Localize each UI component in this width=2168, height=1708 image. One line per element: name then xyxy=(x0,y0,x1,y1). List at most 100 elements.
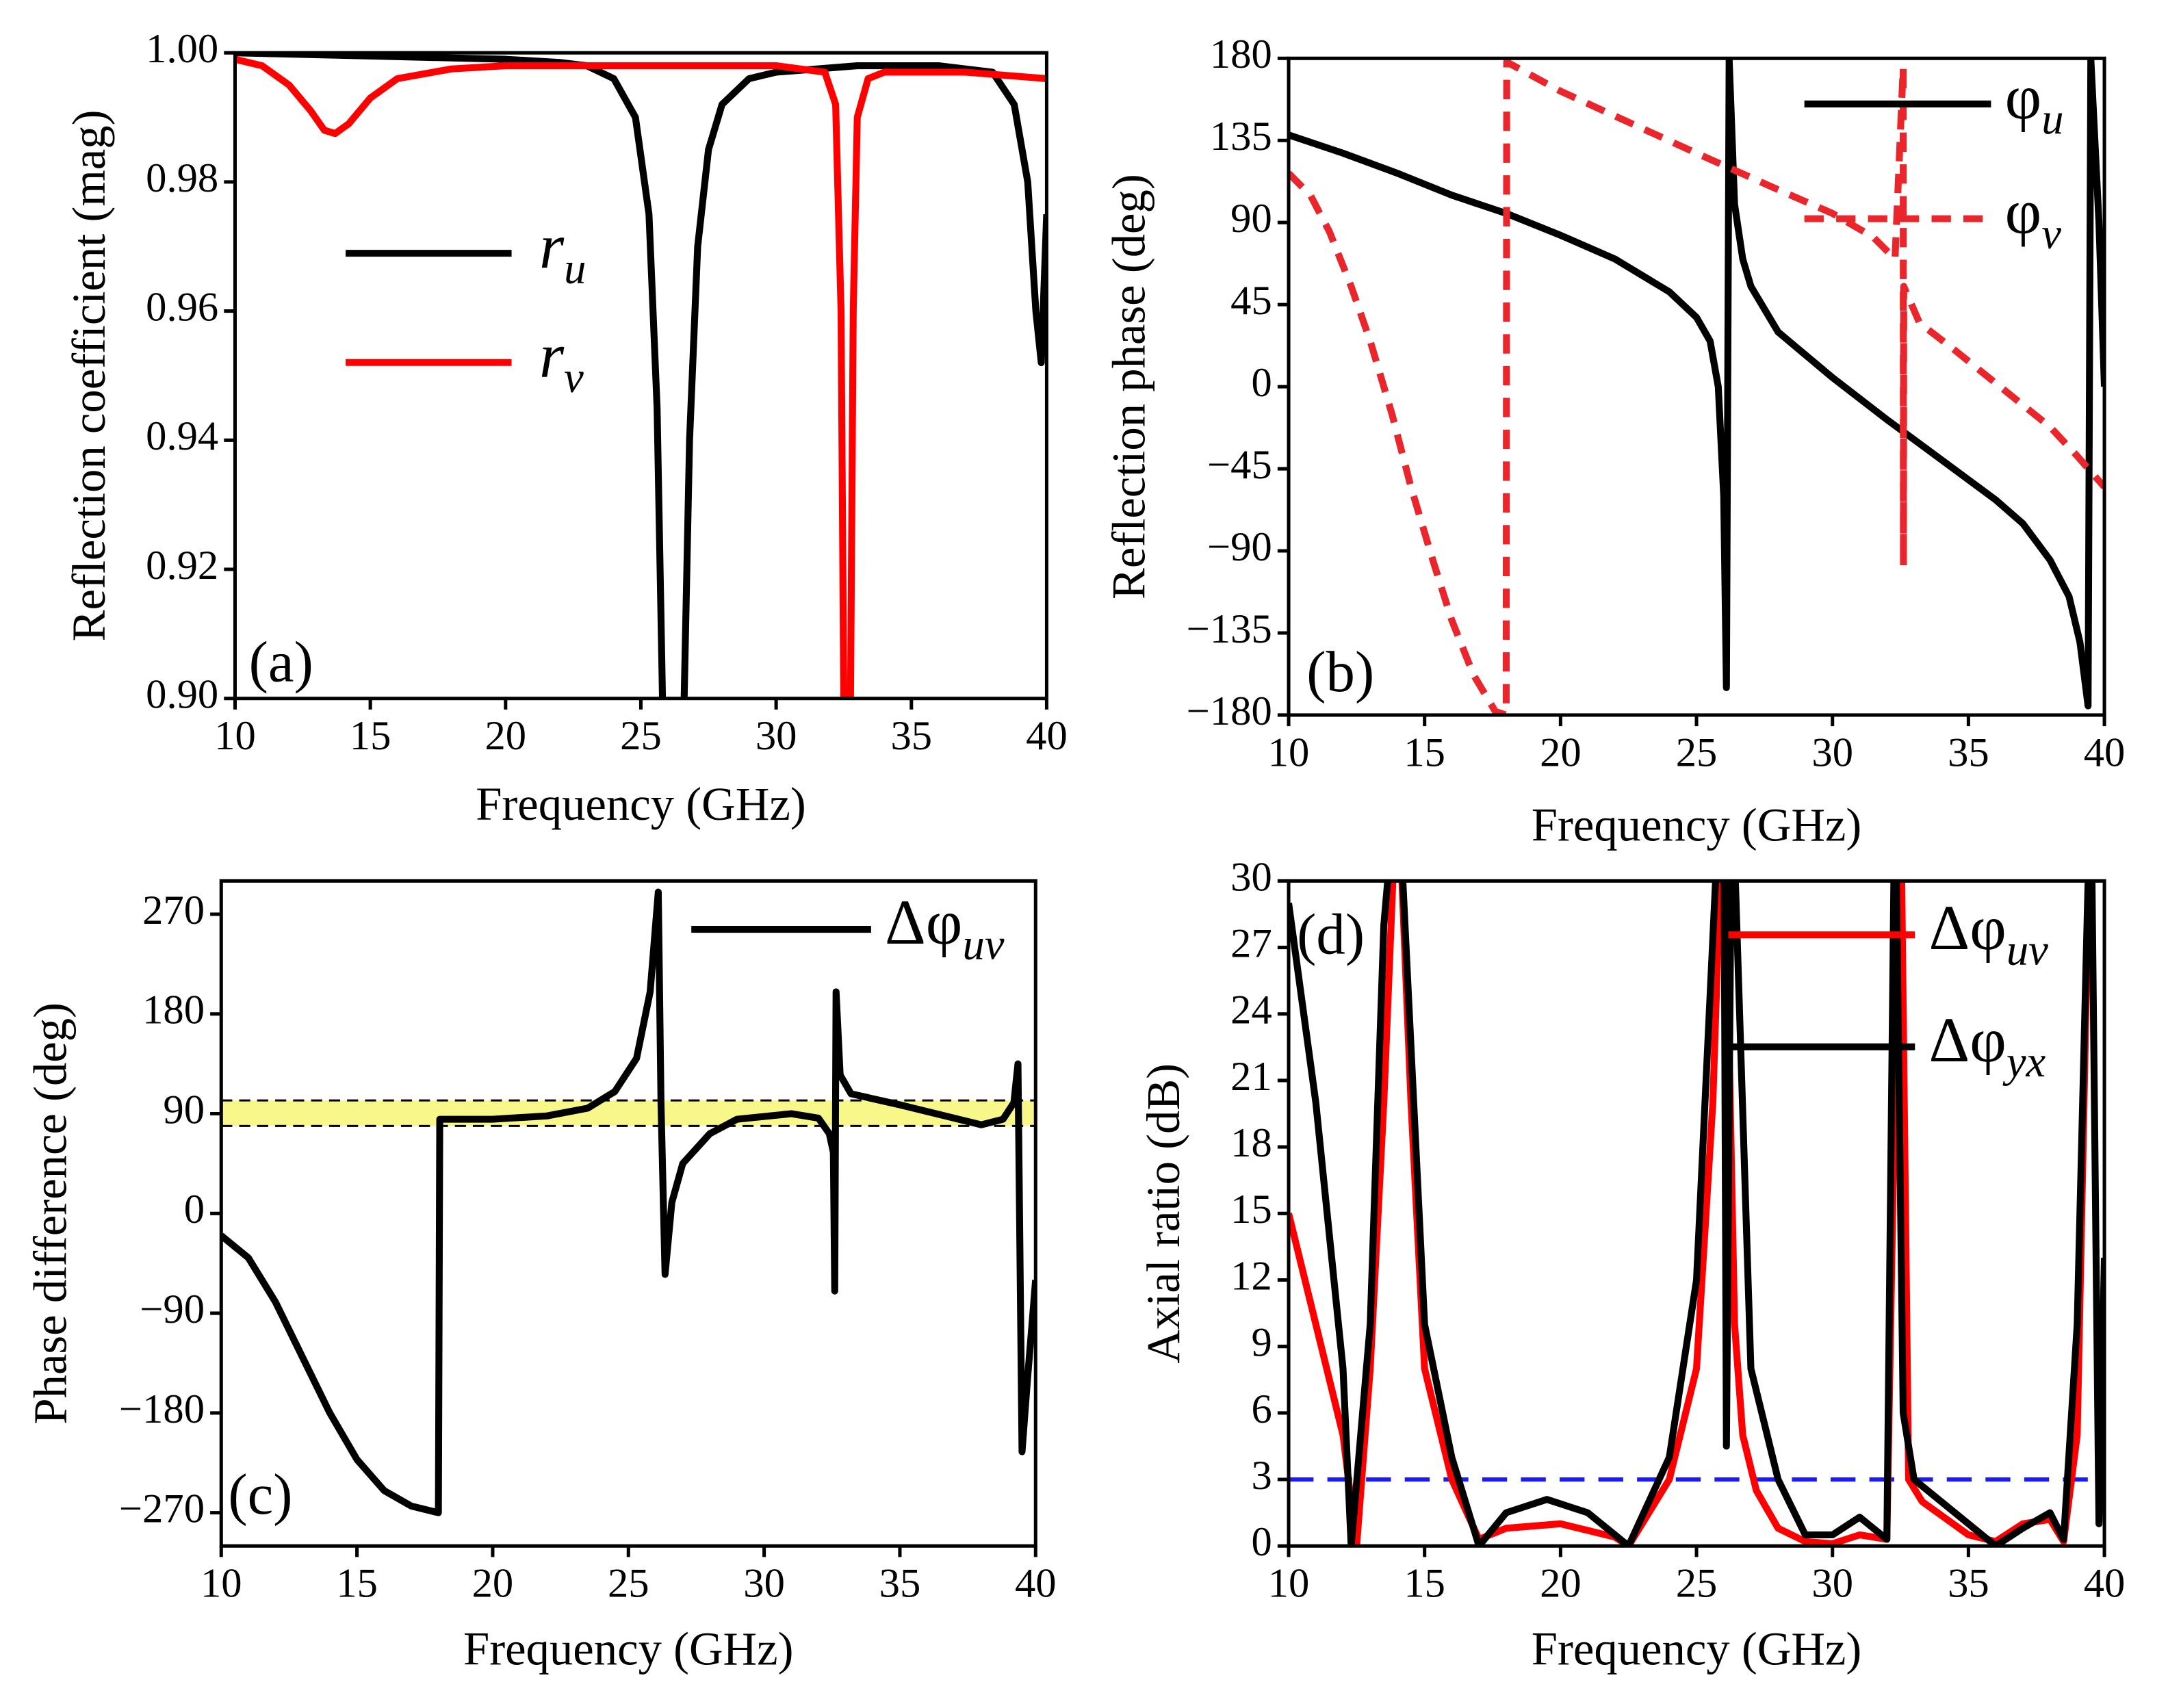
x-tick-label: 10 xyxy=(214,713,256,759)
y-tick-label: 0 xyxy=(1251,1519,1272,1565)
legend-subscript: u xyxy=(564,243,586,292)
x-tick-label: 20 xyxy=(1540,729,1582,775)
x-tick-label: 40 xyxy=(1015,1561,1057,1607)
x-axis-label: Frequency (GHz) xyxy=(463,1623,794,1675)
plot-area xyxy=(1289,58,2105,715)
x-tick-label: 15 xyxy=(1404,1561,1445,1607)
x-tick-label: 20 xyxy=(1540,1561,1582,1607)
legend-label: φu xyxy=(2005,62,2064,143)
y-tick-label: 270 xyxy=(142,888,205,933)
panel-label: (d) xyxy=(1297,903,1365,967)
y-tick-label: 9 xyxy=(1251,1320,1272,1366)
legend-label: Δφuv xyxy=(885,888,1005,968)
y-tick-label: 0.96 xyxy=(146,284,218,330)
x-tick-label: 35 xyxy=(1948,1561,1989,1607)
x-tick-label: 20 xyxy=(472,1561,514,1607)
y-tick-label: 90 xyxy=(1230,196,1272,242)
y-tick-label: −180 xyxy=(1187,688,1272,734)
band xyxy=(221,1100,1036,1126)
x-axis-label: Frequency (GHz) xyxy=(476,778,806,830)
y-tick-label: −180 xyxy=(119,1386,205,1432)
plot-area xyxy=(221,888,1036,1516)
plot-area xyxy=(1289,881,2105,1547)
y-axis-label: Axial ratio (dB) xyxy=(1137,1063,1189,1364)
x-tick-label: 30 xyxy=(1811,729,1853,775)
x-tick-label: 40 xyxy=(2084,729,2126,775)
legend-label: ru xyxy=(539,211,586,292)
y-tick-label: 0 xyxy=(1251,360,1272,406)
x-tick-label: 35 xyxy=(879,1561,921,1607)
x-tick-label: 25 xyxy=(1676,729,1718,775)
y-tick-label: 30 xyxy=(1230,854,1272,900)
legend-label: Δφyx xyxy=(1928,1005,2046,1086)
legend-name: Δφ xyxy=(1928,894,2006,964)
y-tick-label: 1.00 xyxy=(146,26,218,72)
x-tick-label: 25 xyxy=(620,713,662,759)
x-tick-label: 30 xyxy=(756,713,797,759)
series-line xyxy=(235,55,1047,699)
series-line xyxy=(1289,881,2092,1547)
y-tick-label: 0.92 xyxy=(146,543,218,588)
y-tick-label: −90 xyxy=(1207,524,1272,570)
x-tick-label: 40 xyxy=(2084,1561,2126,1607)
x-tick-label: 15 xyxy=(336,1561,378,1607)
plot-area xyxy=(235,53,1047,699)
x-tick-label: 25 xyxy=(1676,1561,1718,1607)
y-tick-label: 6 xyxy=(1251,1386,1272,1432)
y-tick-label: −270 xyxy=(119,1486,205,1532)
y-tick-label: 21 xyxy=(1230,1054,1272,1100)
panel-label: (c) xyxy=(228,1462,292,1527)
x-axis-label: Frequency (GHz) xyxy=(1532,799,1862,851)
series-line xyxy=(1289,58,2105,710)
panel-label: (a) xyxy=(249,630,313,695)
y-tick-label: −90 xyxy=(140,1286,205,1332)
legend-name: φ xyxy=(2005,62,2042,133)
y-tick-label: 180 xyxy=(142,987,205,1033)
legend-subscript: u xyxy=(2041,94,2063,143)
legend-name: Δφ xyxy=(1928,1005,2006,1076)
x-tick-label: 35 xyxy=(1948,729,1989,775)
y-tick-label: 12 xyxy=(1230,1253,1272,1299)
panel: Δφuv 10 15 20 25 30 35 40 −270 −180 −90 0 90 180 270 Fr… xyxy=(25,879,1057,1675)
legend-label: rv xyxy=(539,321,584,402)
x-tick-label: 35 xyxy=(890,713,932,759)
x-tick-label: 10 xyxy=(1268,1561,1310,1607)
y-axis-label: Reflection coefficient (mag) xyxy=(63,110,115,642)
legend-subscript: v xyxy=(564,352,584,402)
plot-frame xyxy=(1287,56,2106,717)
y-tick-label: 15 xyxy=(1230,1187,1272,1232)
x-tick-label: 25 xyxy=(608,1561,649,1607)
x-tick-label: 20 xyxy=(485,713,526,759)
legend-name: r xyxy=(539,321,565,391)
y-tick-label: 3 xyxy=(1251,1453,1272,1499)
y-tick-label: −45 xyxy=(1207,442,1272,488)
x-tick-label: 40 xyxy=(1026,713,1068,759)
legend-subscript: uv xyxy=(2006,924,2048,974)
y-tick-label: 0.94 xyxy=(146,413,218,459)
y-tick-label: 27 xyxy=(1230,920,1272,966)
y-tick-label: 24 xyxy=(1230,987,1272,1033)
legend-name: φ xyxy=(2005,177,2042,248)
y-tick-label: −135 xyxy=(1187,606,1272,652)
x-tick-label: 30 xyxy=(743,1561,785,1607)
x-tick-label: 15 xyxy=(350,713,391,759)
y-tick-label: 0.98 xyxy=(146,155,218,201)
y-tick-label: 180 xyxy=(1210,31,1272,77)
x-tick-label: 10 xyxy=(201,1561,242,1607)
series-line xyxy=(1289,881,2105,1547)
x-axis-label: Frequency (GHz) xyxy=(1532,1623,1862,1675)
legend-name: r xyxy=(539,211,565,282)
y-axis-label: Reflection phase (deg) xyxy=(1103,174,1155,599)
y-tick-label: 0 xyxy=(184,1187,205,1232)
y-axis-label: Phase difference (deg) xyxy=(25,1002,77,1425)
series-line xyxy=(1289,58,2105,715)
y-tick-label: 135 xyxy=(1210,114,1272,159)
legend-subscript: v xyxy=(2041,209,2061,258)
x-tick-label: 15 xyxy=(1404,729,1445,775)
x-tick-label: 30 xyxy=(1811,1561,1853,1607)
